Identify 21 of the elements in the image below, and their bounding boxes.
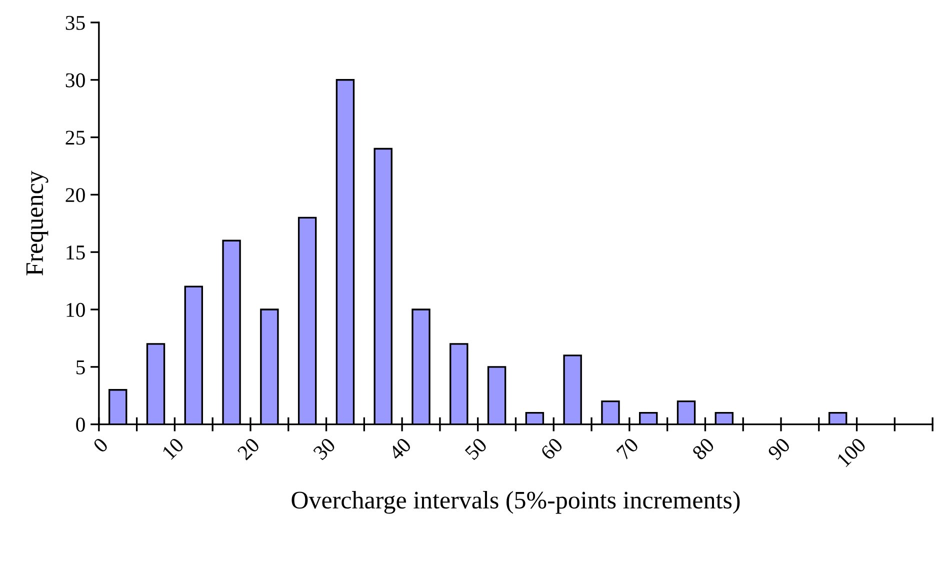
x-tick-label: 0 — [92, 437, 109, 454]
x-tick-label: 50 — [464, 437, 488, 460]
y-tick-label: 15 — [66, 246, 85, 260]
y-tick-label: 25 — [66, 130, 85, 145]
y-axis-title: Frequency — [26, 170, 48, 276]
y-tick-label: 0 — [76, 418, 85, 432]
y-tick-label: 30 — [66, 73, 85, 88]
x-tick-label: 80 — [691, 437, 716, 461]
x-tick-label: 40 — [388, 437, 412, 461]
x-tick-label: 10 — [162, 437, 185, 460]
y-tick-label: 10 — [66, 302, 85, 317]
y-tick-label: 5 — [76, 360, 85, 374]
y-tick-label: 35 — [66, 16, 85, 30]
x-tick-label: 70 — [616, 437, 640, 460]
x-axis-title: Overcharge intervals (5%-points increments) — [292, 491, 740, 514]
x-tick-label: 60 — [540, 437, 564, 461]
x-tick-label: 20 — [236, 437, 260, 461]
x-tick-label: 30 — [312, 437, 336, 461]
x-tick-label: 100 — [836, 437, 867, 468]
y-tick-label: 20 — [66, 188, 85, 202]
x-tick-label: 90 — [767, 437, 791, 461]
